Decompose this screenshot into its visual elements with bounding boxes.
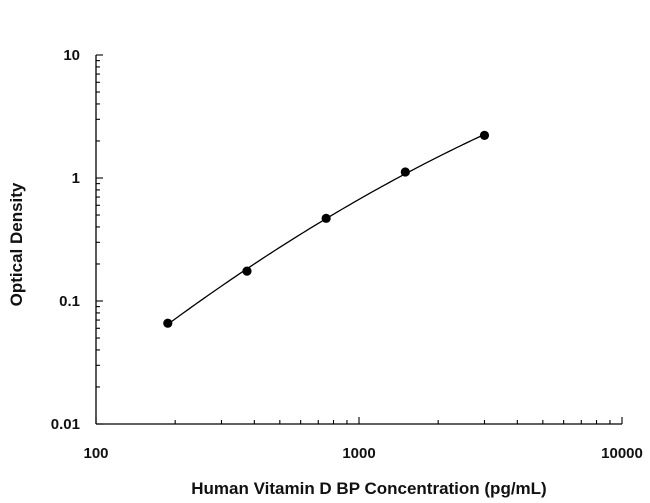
y-tick-labels: 10 1 0.1 0.01 bbox=[51, 47, 80, 433]
data-point bbox=[321, 213, 331, 223]
data-points bbox=[163, 130, 490, 328]
data-point bbox=[400, 167, 410, 177]
x-tick-label: 10000 bbox=[601, 445, 643, 462]
x-tick-label: 1000 bbox=[342, 445, 375, 462]
y-tick-label: 10 bbox=[63, 47, 80, 64]
x-tick-label: 100 bbox=[83, 445, 108, 462]
data-point bbox=[479, 130, 490, 140]
fit-curve bbox=[167, 133, 485, 325]
y-tick-label: 0.01 bbox=[51, 416, 80, 433]
data-point bbox=[242, 266, 252, 276]
y-tick-label: 1 bbox=[72, 170, 80, 187]
x-axis-title: Human Vitamin D BP Concentration (pg/mL) bbox=[191, 479, 546, 498]
x-tick-labels: 100 1000 10000 bbox=[83, 445, 642, 462]
data-point bbox=[163, 318, 173, 328]
axes bbox=[95, 54, 623, 425]
y-axis-title: Optical Density bbox=[7, 182, 26, 306]
y-tick-label: 0.1 bbox=[59, 293, 80, 310]
